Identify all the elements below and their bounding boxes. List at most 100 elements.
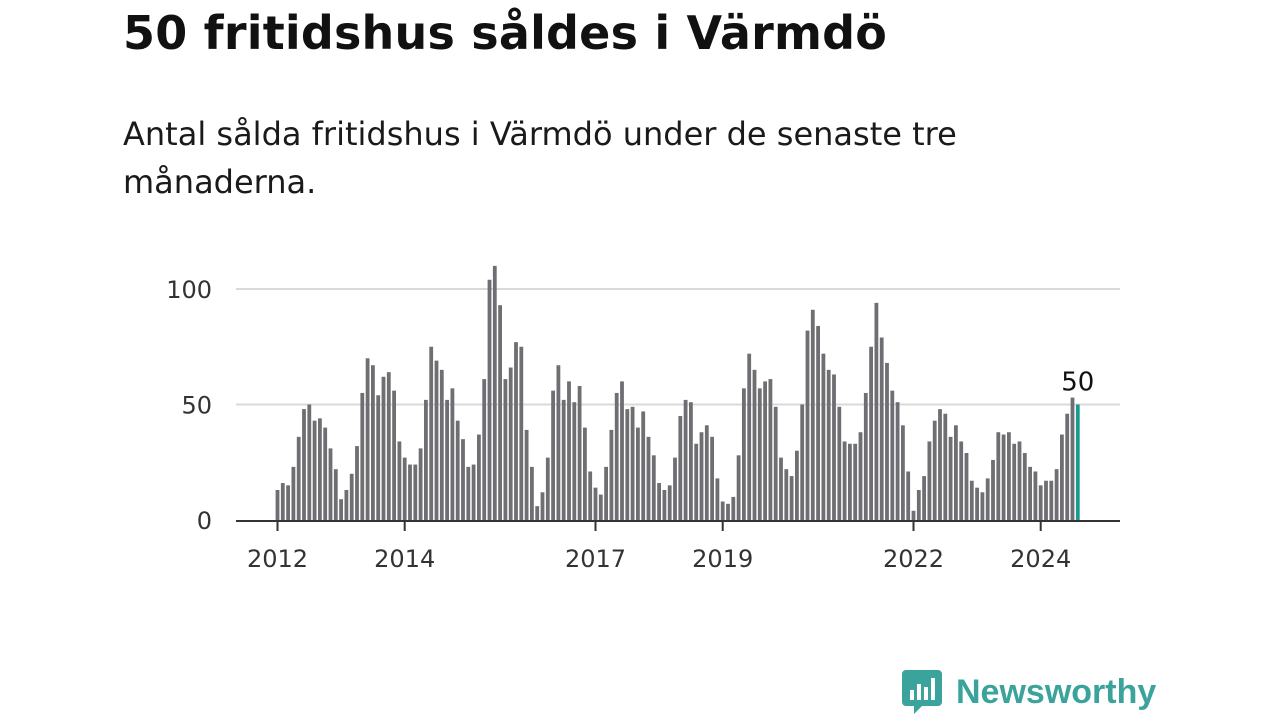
highlight-data-label: 50 xyxy=(1061,368,1094,398)
bar xyxy=(455,420,460,520)
bar xyxy=(598,494,603,520)
bar xyxy=(397,441,402,520)
bar xyxy=(307,404,312,520)
bar xyxy=(805,330,810,520)
bar xyxy=(985,478,990,520)
bar xyxy=(312,420,317,520)
bar xyxy=(333,469,338,520)
bar xyxy=(1049,480,1054,520)
bar xyxy=(402,457,407,520)
bar xyxy=(487,279,492,520)
bar xyxy=(779,457,783,520)
bar xyxy=(577,386,582,520)
bar xyxy=(439,369,444,520)
bar xyxy=(1038,485,1043,520)
bar xyxy=(911,510,916,520)
bar xyxy=(620,381,624,520)
y-axis-labels: 0 50 100 xyxy=(166,276,212,535)
chart-title: 50 fritidshus såldes i Värmdö xyxy=(123,6,888,60)
bar xyxy=(842,441,847,520)
bar xyxy=(365,358,370,520)
bar xyxy=(683,399,688,520)
bar xyxy=(673,457,677,520)
bar xyxy=(286,485,290,520)
bar xyxy=(503,379,508,520)
bar xyxy=(853,443,858,520)
bar xyxy=(1060,434,1064,520)
bar xyxy=(461,439,465,520)
y-tick-label: 100 xyxy=(166,276,212,304)
bar xyxy=(545,457,550,520)
bar xyxy=(895,402,900,520)
bar xyxy=(1007,432,1011,520)
bar xyxy=(556,365,561,520)
bar xyxy=(916,489,921,520)
bar xyxy=(482,379,487,520)
bar xyxy=(651,455,656,520)
bar xyxy=(742,388,746,520)
bar xyxy=(604,466,608,520)
bar xyxy=(1028,466,1032,520)
bar xyxy=(863,392,868,520)
bar xyxy=(991,459,995,520)
bar xyxy=(1012,443,1017,520)
bar xyxy=(344,489,349,520)
bar xyxy=(885,362,889,520)
bar xyxy=(339,499,343,520)
bar xyxy=(657,483,661,520)
bar xyxy=(826,369,831,520)
bar xyxy=(561,399,566,520)
y-tick-label: 0 xyxy=(197,507,212,535)
bar-series xyxy=(275,265,1080,520)
bar xyxy=(429,346,434,520)
bar xyxy=(795,450,799,520)
bar xyxy=(630,406,635,520)
bar xyxy=(572,402,577,520)
x-tick-label: 2024 xyxy=(1010,545,1071,573)
bar xyxy=(726,503,730,520)
x-tick-label: 2017 xyxy=(565,545,626,573)
bar xyxy=(466,466,471,520)
bar xyxy=(964,453,969,520)
bar xyxy=(832,374,836,520)
bar xyxy=(800,404,805,520)
bar xyxy=(975,487,979,520)
bar xyxy=(593,487,598,520)
bar xyxy=(678,416,683,520)
bar xyxy=(328,448,333,520)
bar xyxy=(1054,469,1059,520)
bar xyxy=(477,434,481,520)
bar xyxy=(386,372,391,520)
bar-chart-speech-bubble-icon xyxy=(902,670,942,714)
bar xyxy=(763,381,767,520)
bar xyxy=(1044,480,1048,520)
x-tick-label: 2014 xyxy=(374,545,435,573)
bar xyxy=(392,390,396,520)
bar xyxy=(927,441,932,520)
bar xyxy=(747,353,752,520)
bar xyxy=(445,399,449,520)
bar xyxy=(667,485,672,520)
bar xyxy=(969,480,974,520)
bar xyxy=(371,365,375,520)
bar xyxy=(567,381,571,520)
bar xyxy=(996,432,1001,520)
bar xyxy=(609,429,614,520)
bar xyxy=(418,448,423,520)
bar xyxy=(768,379,773,520)
brand-name: Newsworthy xyxy=(956,672,1157,711)
bar xyxy=(551,390,555,520)
bar xyxy=(890,390,895,520)
bar xyxy=(291,466,296,520)
bar xyxy=(731,496,736,520)
bar xyxy=(710,436,714,520)
bar xyxy=(816,325,820,520)
bar xyxy=(424,399,428,520)
newsworthy-logo: Newsworthy xyxy=(902,670,1156,714)
bar xyxy=(1065,413,1070,520)
bar xyxy=(524,429,529,520)
bar xyxy=(922,476,926,520)
bar xyxy=(757,388,762,520)
bar xyxy=(508,367,513,520)
